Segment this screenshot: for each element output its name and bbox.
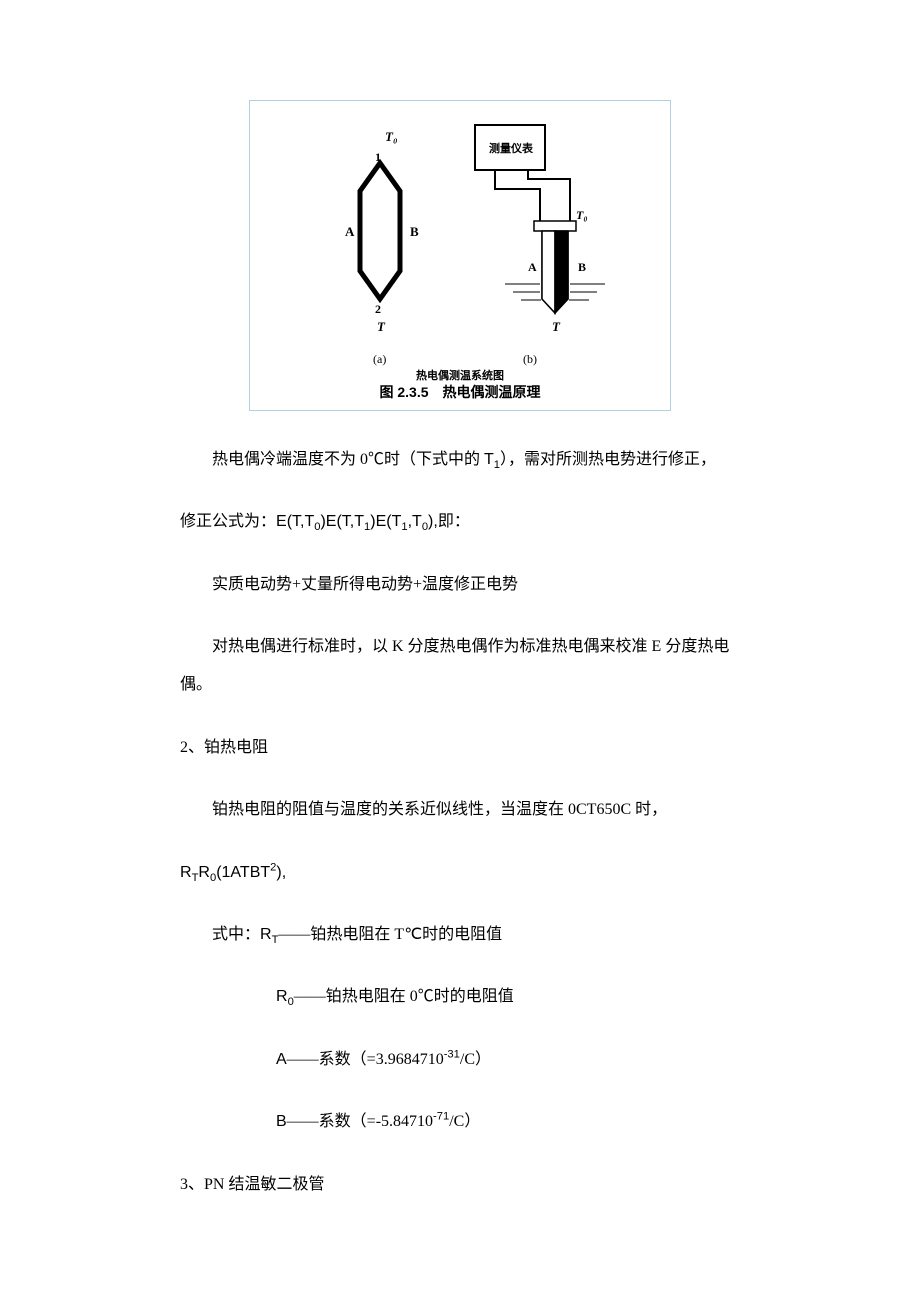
para-6-formula: RTR0(1ATBT2), (180, 854, 740, 892)
para-1: 热电偶冷端温度不为 0℃时（下式中的 T1），需对所测热电势进行修正， (180, 441, 740, 479)
para-5: 铂热电阻的阻值与温度的关系近似线性，当温度在 0CT650C 时， (180, 791, 740, 829)
heading-2: 2、铂热电阻 (180, 729, 740, 767)
label-a-right: A (528, 260, 537, 274)
label-a-left: A (345, 224, 355, 239)
figure-subcaption: 热电偶测温系统图 (260, 369, 660, 383)
loop-path (360, 163, 400, 299)
junction-box (534, 221, 576, 231)
p2-lead: 修正公式为： (180, 513, 276, 530)
def-b: B——系数（=-5.84710-71/C） (276, 1103, 740, 1141)
p2-tail: 即： (438, 513, 470, 530)
label-t0-b: T₀ (576, 208, 588, 222)
para-2: 修正公式为：E(T,T0)E(T,T1)E(T1,T0),即： (180, 503, 740, 541)
label-b-right: B (578, 260, 586, 274)
p2-formula: E(T,T0)E(T,T1)E(T1,T0), (276, 513, 438, 530)
p1-t1: T1 (484, 451, 500, 468)
wire-right (528, 170, 570, 221)
figure-caption: 图 2.3.5 热电偶测温原理 (260, 383, 660, 403)
label-b-left: B (410, 224, 419, 239)
meter-label: 测量仪表 (489, 141, 534, 155)
wire-left (495, 170, 540, 221)
probe-left-half (542, 231, 555, 313)
sub-a: (a) (373, 352, 386, 366)
diagram-b: 测量仪表 T₀ A B (475, 125, 605, 366)
node-2: 2 (375, 302, 381, 316)
def-a: A——系数（=3.9684710-31/C） (276, 1041, 740, 1079)
sub-b: (b) (523, 352, 537, 366)
def-rt: 式中：RT——铂热电阻在 T℃时的电阻值 (180, 916, 740, 954)
document-page: T₀ 1 A B 2 T (a) 测量仪表 T₀ (0, 0, 920, 1288)
p1b: ），需对所测热电势进行修正， (500, 451, 716, 468)
label-t0-a: T₀ (385, 129, 397, 144)
diagram-a: T₀ 1 A B 2 T (a) (345, 129, 419, 366)
para-3: 实质电动势+丈量所得电动势+温度修正电势 (180, 566, 740, 604)
def-r0: R0——铂热电阻在 0℃时的电阻值 (276, 978, 740, 1016)
label-t-b: T (552, 319, 561, 334)
probe-right-half (555, 231, 568, 313)
p1a: 热电偶冷端温度不为 0℃时（下式中的 (212, 451, 484, 468)
para-4: 对热电偶进行标准时，以 K 分度热电偶作为标准热电偶来校准 E 分度热电偶。 (180, 628, 740, 705)
label-t-a: T (377, 319, 386, 334)
heading-3: 3、PN 结温敏二极管 (180, 1166, 740, 1204)
figure-2-3-5: T₀ 1 A B 2 T (a) 测量仪表 T₀ (249, 100, 671, 411)
thermocouple-diagram: T₀ 1 A B 2 T (a) 测量仪表 T₀ (270, 111, 650, 371)
